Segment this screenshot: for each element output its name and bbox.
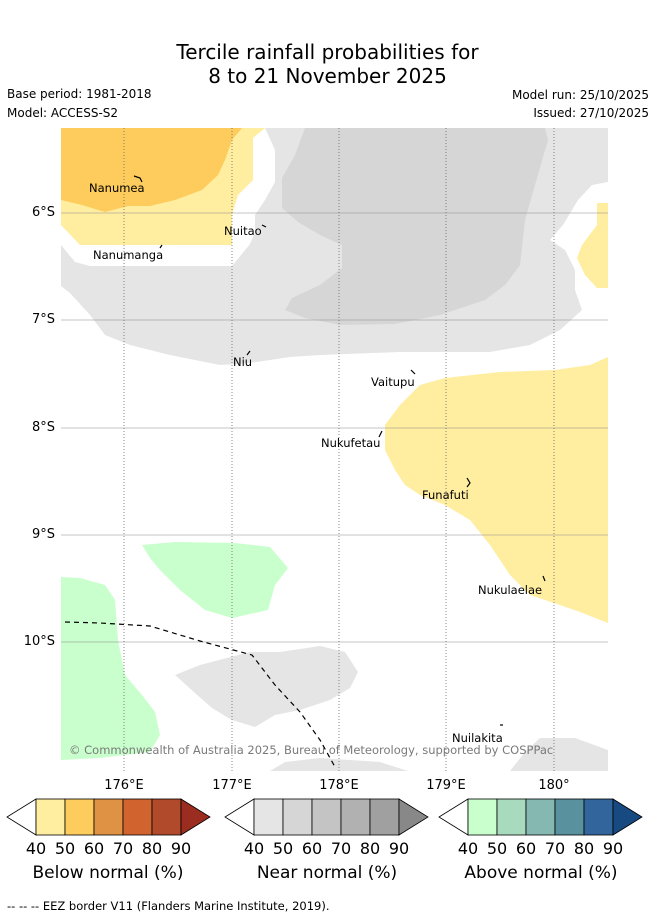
map-title: Tercile rainfall probabilities for 8 to …: [0, 40, 655, 88]
above-normal-40-region: [61, 577, 160, 760]
colorbar-tick-label: 40: [457, 839, 479, 858]
place-label-nuitao: Nuitao: [224, 224, 262, 238]
near-normal-40-region: [175, 646, 358, 727]
colorbar-swatch: [525, 798, 556, 836]
lon-label: 176°E: [104, 778, 144, 793]
lat-label: 6°S: [31, 205, 55, 220]
lon-label: 177°E: [212, 778, 252, 793]
place-label-funafuti: Funafuti: [422, 488, 469, 502]
longitude-gridlines: [123, 128, 555, 771]
title-line-1: Tercile rainfall probabilities for: [176, 40, 479, 64]
colorbar-tick-label: 40: [243, 839, 265, 858]
colorbar-tick-label: 50: [54, 839, 76, 858]
colorbar-tick-label: 70: [330, 839, 352, 858]
colorbar-swatch: [554, 798, 585, 836]
place-label-nukulaelae: Nukulaelae: [478, 583, 543, 597]
colorbar-tick-label: 50: [272, 839, 294, 858]
colorbar-swatch: [311, 798, 342, 836]
colorbar-label-below: Below normal (%): [32, 863, 184, 883]
colorbar-legend: [6, 798, 643, 836]
lat-label: 7°S: [31, 312, 55, 327]
probability-layer: [61, 128, 608, 771]
near-normal-40-region: [510, 738, 608, 771]
colorbar-tick-label: 80: [141, 839, 163, 858]
colorbar-swatch: [583, 798, 614, 836]
colorbar-tick-label: 60: [83, 839, 105, 858]
place-label-nanumanga: Nanumanga: [93, 248, 164, 262]
base-period: Base period: 1981-2018: [7, 87, 152, 101]
colorbar-tick-label: 80: [359, 839, 381, 858]
lat-label: 9°S: [31, 527, 55, 542]
colorbar-near-normal: [224, 798, 429, 836]
colorbar-above-normal: [438, 798, 643, 836]
island-shapes: [133, 175, 546, 726]
below-normal-40-region: [577, 203, 608, 288]
colorbar-swatch: [496, 798, 527, 836]
colorbar-under-triangle: [224, 798, 255, 836]
place-label-nuilakita: Nuilakita: [452, 731, 503, 745]
colorbar-tick-label: 90: [170, 839, 192, 858]
lat-label: 8°S: [31, 420, 55, 435]
colorbar-tick-label: 60: [515, 839, 537, 858]
colorbar-swatch: [467, 798, 498, 836]
below-normal-50-region: [61, 128, 242, 212]
colorbar-below-normal: [6, 798, 211, 836]
issued-date: Issued: 27/10/2025: [533, 106, 649, 120]
colorbar-under-triangle: [438, 798, 469, 836]
above-normal-40-region: [142, 542, 288, 618]
title-line-2: 8 to 21 November 2025: [208, 64, 447, 88]
colorbar-over-triangle: [180, 798, 211, 836]
colorbar-tick-label: 70: [544, 839, 566, 858]
colorbar-tick-label: 40: [25, 839, 47, 858]
colorbar-label-near: Near normal (%): [256, 863, 398, 883]
eez-border-legend: -- -- -- EEZ border V11 (Flanders Marine…: [7, 899, 330, 913]
colorbar-swatch: [35, 798, 66, 836]
colorbar-label-above: Above normal (%): [464, 863, 618, 883]
colorbar-tick-label: 70: [112, 839, 134, 858]
eez-border: [64, 621, 336, 768]
colorbar-tick-label: 90: [602, 839, 624, 858]
place-label-niu: Niu: [233, 355, 253, 369]
colorbar-swatch: [122, 798, 153, 836]
place-label-nanumea: Nanumea: [89, 181, 145, 195]
colorbar-over-triangle: [612, 798, 643, 836]
colorbar-swatch: [369, 798, 400, 836]
colorbar-swatch: [282, 798, 313, 836]
place-label-nukufetau: Nukufetau: [321, 436, 381, 450]
colorbar-under-triangle: [6, 798, 37, 836]
colorbar-tick-label: 60: [301, 839, 323, 858]
colorbar-swatch: [253, 798, 284, 836]
colorbar-tick-label: 80: [573, 839, 595, 858]
lon-label: 178°E: [319, 778, 359, 793]
colorbar-swatch: [93, 798, 124, 836]
colorbar-tick-label: 50: [486, 839, 508, 858]
lat-label: 10°S: [23, 634, 55, 649]
colorbar-swatch: [151, 798, 182, 836]
near-normal-50-region: [282, 128, 548, 325]
copyright-notice: © Commonwealth of Australia 2025, Bureau…: [69, 743, 554, 757]
latitude-gridlines: [61, 212, 608, 643]
lon-label: 179°E: [426, 778, 466, 793]
lon-label: 180°: [538, 778, 570, 793]
place-label-vaitupu: Vaitupu: [371, 375, 415, 389]
colorbar-over-triangle: [398, 798, 429, 836]
model-name: Model: ACCESS-S2: [7, 106, 119, 120]
colorbar-tick-label: 90: [388, 839, 410, 858]
below-normal-40-region: [385, 357, 608, 623]
model-run: Model run: 25/10/2025: [511, 88, 649, 102]
colorbar-swatch: [64, 798, 95, 836]
colorbar-swatch: [340, 798, 371, 836]
